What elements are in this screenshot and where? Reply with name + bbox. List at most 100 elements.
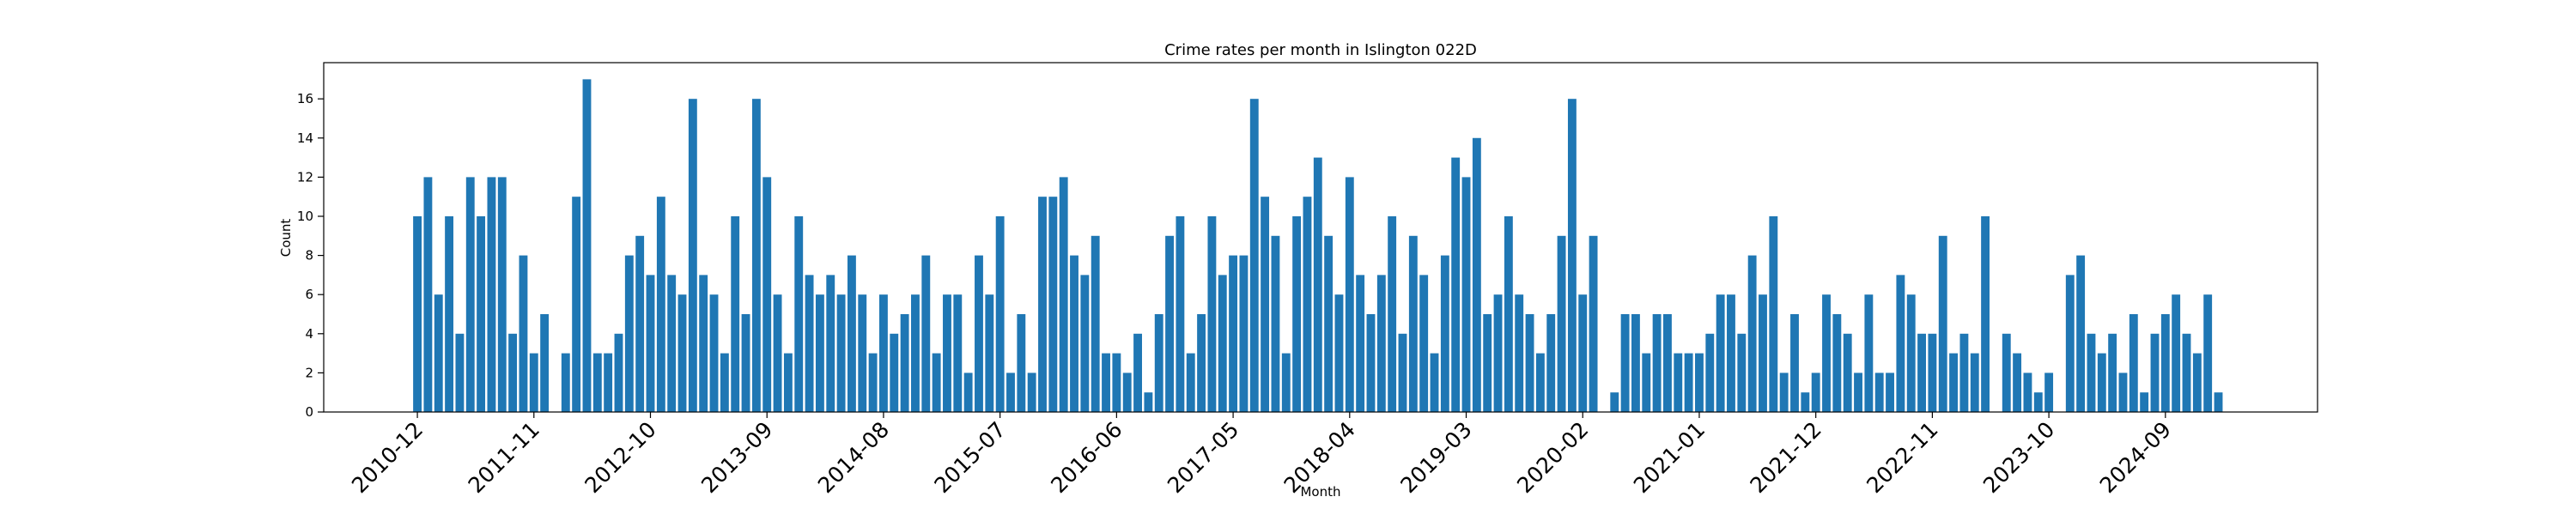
- bar: [2013, 353, 2022, 412]
- bar: [1716, 294, 1725, 412]
- bar: [1620, 313, 1630, 412]
- bar: [1886, 373, 1894, 412]
- bar: [1822, 294, 1831, 412]
- bar: [1038, 197, 1047, 412]
- bar: [995, 215, 1005, 412]
- y-tick-label: 14: [297, 130, 313, 146]
- x-tick-label: 2020-02: [1512, 417, 1593, 498]
- bar: [529, 353, 538, 412]
- bar: [1165, 235, 1174, 412]
- bar: [1398, 333, 1407, 412]
- bar: [1727, 294, 1735, 412]
- bar: [561, 353, 570, 412]
- bar: [1408, 235, 1418, 412]
- bar: [1281, 353, 1291, 412]
- bar: [2182, 333, 2191, 412]
- bar: [1959, 333, 1969, 412]
- bar: [2023, 373, 2032, 412]
- bar: [604, 353, 613, 412]
- x-tick-label: 2022-11: [1862, 417, 1942, 498]
- bar: [1080, 275, 1090, 412]
- bar: [932, 353, 941, 412]
- bar: [1843, 333, 1852, 412]
- bar: [624, 255, 634, 412]
- bar: [1102, 353, 1110, 412]
- bar: [667, 275, 677, 412]
- bar: [1578, 294, 1588, 412]
- bar: [1674, 353, 1683, 412]
- bar: [1705, 333, 1715, 412]
- bar: [2097, 353, 2106, 412]
- bar: [1334, 294, 1344, 412]
- x-axis-label: Month: [1300, 484, 1340, 500]
- bar: [900, 313, 909, 412]
- bar: [1006, 373, 1015, 412]
- bar: [1737, 333, 1747, 412]
- bar: [1229, 255, 1238, 412]
- bar: [847, 255, 856, 412]
- bar: [1610, 392, 1619, 412]
- bar: [487, 177, 496, 413]
- bar: [1949, 353, 1959, 412]
- bar: [1271, 235, 1280, 412]
- bar: [1186, 353, 1195, 412]
- bar: [1928, 333, 1937, 412]
- bar: [1070, 255, 1078, 412]
- bar: [815, 294, 824, 412]
- bar: [1154, 313, 1163, 412]
- bar: [677, 294, 687, 412]
- bar: [1303, 197, 1312, 412]
- y-tick-label: 12: [297, 169, 313, 185]
- bar: [592, 353, 602, 412]
- bar: [1483, 313, 1492, 412]
- bar: [1048, 197, 1058, 412]
- bar: [1695, 353, 1704, 412]
- bar: [1642, 353, 1651, 412]
- bar: [2150, 333, 2160, 412]
- y-tick-label: 8: [305, 248, 313, 264]
- bar: [688, 99, 697, 413]
- bar: [423, 177, 433, 413]
- bar: [2065, 275, 2075, 412]
- bar: [1567, 99, 1577, 413]
- bar: [879, 294, 888, 412]
- bar: [911, 294, 920, 412]
- x-tick-label: 2019-03: [1395, 417, 1476, 498]
- bar: [2076, 255, 2086, 412]
- x-tick-label: 2021-12: [1746, 417, 1826, 498]
- x-tick-label: 2011-11: [464, 417, 544, 498]
- bar: [1430, 353, 1439, 412]
- bar: [1981, 215, 1990, 412]
- bar: [1451, 157, 1461, 412]
- bar: [1917, 333, 1926, 412]
- bar: [1261, 197, 1270, 412]
- bar: [1419, 275, 1429, 412]
- x-tick-label: 2024-09: [2095, 417, 2176, 498]
- bar: [1493, 294, 1503, 412]
- bar: [1504, 215, 1513, 412]
- bar: [434, 294, 443, 412]
- bar: [1864, 294, 1874, 412]
- bar: [720, 353, 729, 412]
- bar: [1176, 215, 1185, 412]
- bar: [794, 215, 804, 412]
- bar: [1631, 313, 1640, 412]
- bar: [1938, 235, 1947, 412]
- bar: [465, 177, 475, 413]
- bar: [751, 99, 761, 413]
- bar: [953, 294, 963, 412]
- plot-frame: [323, 62, 2318, 413]
- bar: [858, 294, 867, 412]
- bar: [1790, 313, 1799, 412]
- bar: [783, 353, 793, 412]
- bar: [943, 294, 951, 412]
- x-tick-label: 2014-08: [813, 417, 894, 498]
- bar: [1197, 313, 1206, 412]
- bar: [2087, 333, 2096, 412]
- bar: [1874, 373, 1884, 412]
- bar: [1440, 255, 1449, 412]
- y-tick-label: 16: [297, 91, 313, 106]
- bar: [709, 294, 719, 412]
- bar: [1356, 275, 1365, 412]
